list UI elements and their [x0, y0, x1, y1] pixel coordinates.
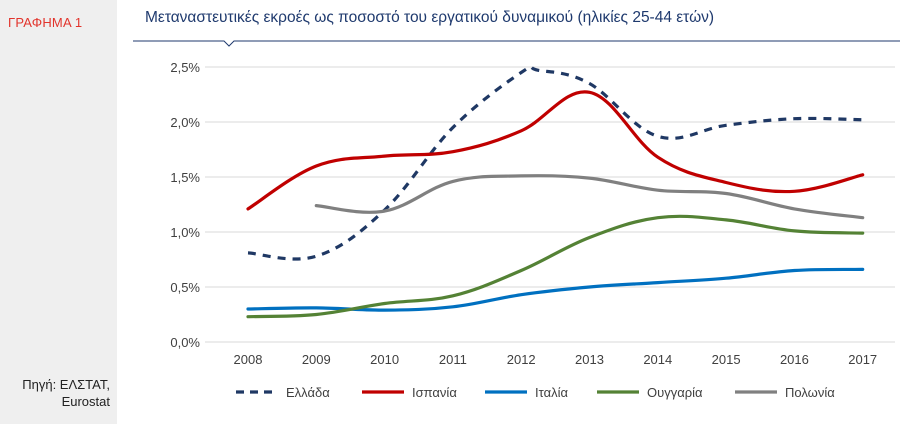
x-tick-label: 2012	[507, 352, 536, 367]
side-panel: ΓΡΑΦΗΜΑ 1 Πηγή: ΕΛΣΤΑΤ, Eurostat	[0, 0, 117, 424]
legend: Ελλάδα Ισπανία Ιταλία Ουγγαρία Πολωνία	[236, 385, 835, 400]
source-line-2: Eurostat	[61, 394, 110, 409]
legend-label-Πολωνία: Πολωνία	[785, 385, 835, 400]
source-note: Πηγή: ΕΛΣΤΑΤ, Eurostat	[0, 376, 110, 410]
series-line-Ουγγαρία	[246, 214, 865, 319]
legend-label-Ελλάδα: Ελλάδα	[286, 385, 330, 400]
y-axis-ticks: 0,0% 0,5% 1,0% 1,5% 2,0% 2,5%	[170, 60, 200, 350]
x-tick-label: 2013	[575, 352, 604, 367]
legend-label-Ουγγαρία: Ουγγαρία	[647, 385, 703, 400]
figure-label: ΓΡΑΦΗΜΑ 1	[8, 15, 83, 30]
legend-label-Ιταλία: Ιταλία	[535, 385, 568, 400]
y-tick-label: 0,5%	[170, 280, 200, 295]
x-tick-label: 2016	[780, 352, 809, 367]
x-tick-label: 2011	[439, 352, 467, 367]
series-line-Ισπανία	[246, 90, 865, 211]
y-tick-label: 1,5%	[170, 170, 200, 185]
x-tick-label: 2008	[234, 352, 263, 367]
gap-strip	[117, 0, 133, 430]
y-tick-label: 2,0%	[170, 115, 200, 130]
series-line-Πολωνία	[314, 174, 865, 220]
series-line-Ιταλία	[246, 267, 865, 312]
series-lines	[246, 65, 865, 319]
y-tick-label: 1,0%	[170, 225, 200, 240]
source-line-1: Πηγή: ΕΛΣΤΑΤ,	[22, 377, 110, 392]
y-tick-label: 0,0%	[170, 335, 200, 350]
y-tick-label: 2,5%	[170, 60, 200, 75]
chart-title: Μεταναστευτικές εκροές ως ποσοστό του ερ…	[145, 9, 715, 26]
x-tick-label: 2015	[712, 352, 741, 367]
legend-label-Ισπανία: Ισπανία	[412, 385, 457, 400]
title-underline	[133, 40, 900, 47]
series-line-Ελλάδα	[247, 65, 863, 261]
title-rule	[133, 40, 900, 47]
x-tick-label: 2017	[848, 352, 877, 367]
x-tick-label: 2009	[302, 352, 331, 367]
x-tick-label: 2014	[643, 352, 672, 367]
x-axis-ticks: 2008 2009 2010 2011 2012 2013 2014 2015 2016 2017	[234, 352, 878, 367]
x-tick-label: 2010	[370, 352, 399, 367]
